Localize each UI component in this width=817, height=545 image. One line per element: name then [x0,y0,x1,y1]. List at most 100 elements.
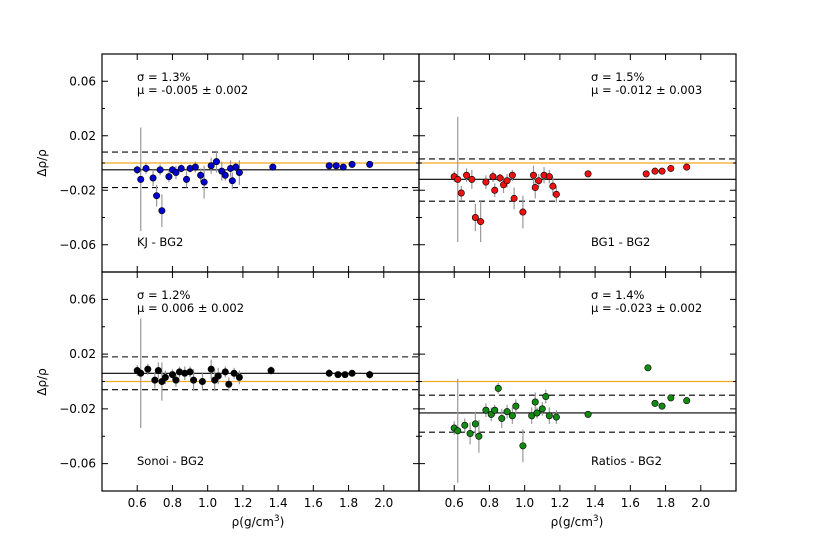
x-tick-label: 1.6 [621,496,640,510]
data-point [144,365,152,373]
data-point [325,162,333,170]
data-point [190,376,198,384]
data-point [168,371,176,379]
data-point [552,190,560,198]
data-point [332,162,340,170]
data-point [542,393,550,401]
x-tick-label: 0.6 [445,496,464,510]
mu-annotation: μ = -0.023 ± 0.002 [591,301,702,315]
x-tick-label: 1.0 [515,496,534,510]
data-point [552,413,560,421]
data-point [667,164,675,172]
y-tick-label: −0.02 [59,402,96,416]
x-tick-label: 1.4 [269,496,288,510]
data-point [366,160,374,168]
data-point [212,158,220,166]
panel-label: KJ - BG2 [137,235,183,249]
data-point [172,169,180,177]
data-point [658,167,666,175]
data-point [471,214,479,222]
data-point [214,372,222,380]
data-point [503,177,511,185]
data-point [348,369,356,377]
data-point [191,163,199,171]
y-tick-label: 0.02 [69,129,96,143]
data-point [153,192,161,200]
data-point [225,380,233,388]
data-point [512,402,520,410]
data-point [158,207,166,215]
data-point [463,171,471,179]
data-point [165,173,173,181]
x-tick-label: 1.2 [550,496,569,510]
y-tick-label: −0.06 [59,238,96,252]
x-tick-label: 0.8 [163,496,182,510]
data-point [172,376,180,384]
sigma-annotation: σ = 1.3% [137,70,191,84]
data-point [466,430,474,438]
data-point [531,184,539,192]
data-point [531,398,539,406]
data-point [491,406,499,414]
data-point [471,420,479,428]
y-tick-label: −0.06 [59,457,96,471]
data-point [149,174,157,182]
x-tick-label: 1.0 [198,496,217,510]
plot-area [102,318,419,429]
data-point [339,163,347,171]
data-point [207,365,215,373]
data-point [508,171,516,179]
data-point [535,177,543,185]
data-point [137,175,145,183]
x-tick-label: 1.2 [233,496,252,510]
mu-annotation: μ = -0.012 ± 0.003 [591,83,702,97]
data-point [183,175,191,183]
data-point [230,369,238,377]
data-point [341,371,349,379]
x-tick-label: 0.8 [480,496,499,510]
data-point [584,170,592,178]
data-point [584,410,592,418]
data-point [651,399,659,407]
data-point [533,409,541,417]
data-point [683,163,691,171]
y-axis-label-bottom: Δρ/ρ [35,368,49,396]
data-point [197,171,205,179]
data-point [545,173,553,181]
data-point [510,194,518,202]
data-point [529,171,537,179]
data-point [642,170,650,178]
data-point [177,164,185,172]
data-point [156,166,164,174]
x-tick-label: 0.6 [128,496,147,510]
data-point [477,218,485,226]
data-point [482,178,490,186]
data-point [232,163,240,171]
x-tick-label: 1.8 [656,496,675,510]
data-point [468,175,476,183]
data-point [151,376,159,384]
data-point [228,177,236,185]
data-point [221,171,229,179]
data-point [186,368,194,376]
plot-area [419,364,736,483]
y-tick-label: 0.02 [69,347,96,361]
x-tick-label: 1.4 [586,496,605,510]
data-point [334,371,342,379]
data-point [482,406,490,414]
data-point [221,368,229,376]
x-tick-label: 2.0 [691,496,710,510]
data-point [538,405,546,413]
data-point [154,367,162,375]
x-tick-label: 1.6 [304,496,323,510]
sigma-annotation: σ = 1.4% [591,288,645,302]
panel-top-left: 0.06 0.02 −0.02 −0.06 σ = 1.3%μ = -0.005 ± 0… [59,53,420,273]
data-point [200,178,208,186]
data-point [454,175,462,183]
data-point [269,163,277,171]
panel-label: BG1 - BG2 [591,235,650,249]
x-axis-label-right: ρ(g/cm3) [551,514,604,529]
panel-label: Sonoi - BG2 [137,454,204,468]
data-point [667,394,675,402]
